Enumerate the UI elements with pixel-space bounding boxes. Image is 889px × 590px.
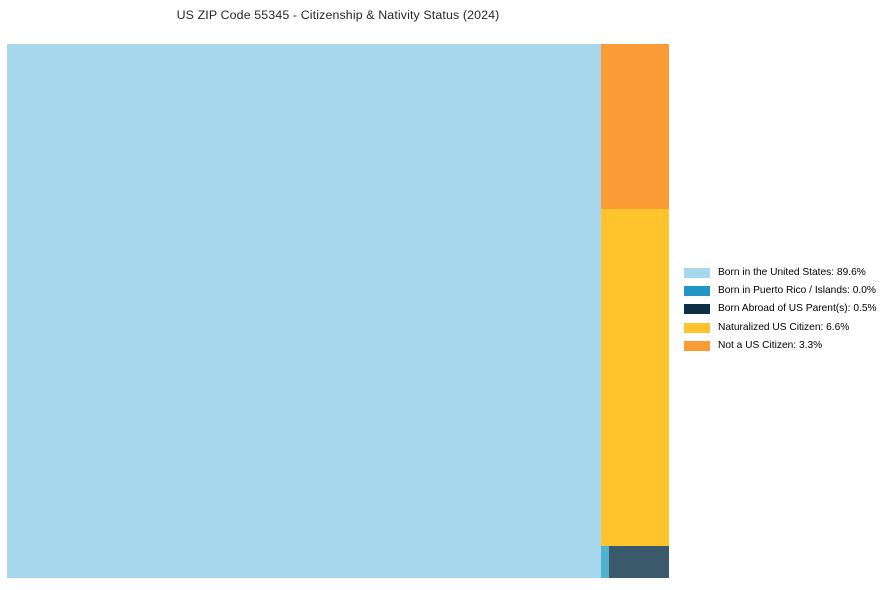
legend-item[interactable]: Born in the United States: 89.6% bbox=[684, 264, 884, 282]
treemap-tile[interactable]: Naturalized US Citizen bbox=[601, 209, 669, 546]
legend-swatch-icon bbox=[684, 322, 710, 333]
page-title: US ZIP Code 55345 - Citizenship & Nativi… bbox=[176, 8, 500, 22]
legend-item-label: Born in the United States: 89.6% bbox=[718, 266, 866, 278]
legend-item-label: Born Abroad of US Parent(s): 0.5% bbox=[718, 303, 877, 315]
legend-item-label: Naturalized US Citizen: 6.6% bbox=[718, 321, 850, 333]
legend-swatch-icon bbox=[684, 268, 710, 279]
treemap-tile[interactable]: Born Abroad of US Parent(s) bbox=[609, 545, 669, 578]
legend-item[interactable]: Born Abroad of US Parent(s): 0.5% bbox=[684, 300, 884, 318]
treemap-tile[interactable]: Not a US Citizen bbox=[601, 44, 669, 209]
legend-item-label: Born in Puerto Rico / Islands: 0.0% bbox=[718, 285, 876, 297]
treemap-tile[interactable]: Born in the United States bbox=[7, 44, 601, 578]
legend-swatch-icon bbox=[684, 286, 710, 297]
chart-legend: Born in the United States: 89.6% Born in … bbox=[684, 264, 884, 355]
treemap-plot-area: Born in the United StatesNot a US Citize… bbox=[7, 44, 669, 578]
legend-item[interactable]: Not a US Citizen: 3.3% bbox=[684, 337, 884, 355]
legend-item[interactable]: Naturalized US Citizen: 6.6% bbox=[684, 319, 884, 337]
treemap-tile[interactable]: Born in Puerto Rico / Islands bbox=[601, 545, 609, 578]
legend-swatch-icon bbox=[684, 304, 710, 315]
legend-item[interactable]: Born in Puerto Rico / Islands: 0.0% bbox=[684, 282, 884, 300]
legend-swatch-icon bbox=[684, 340, 710, 351]
legend-item-label: Not a US Citizen: 3.3% bbox=[718, 339, 823, 351]
